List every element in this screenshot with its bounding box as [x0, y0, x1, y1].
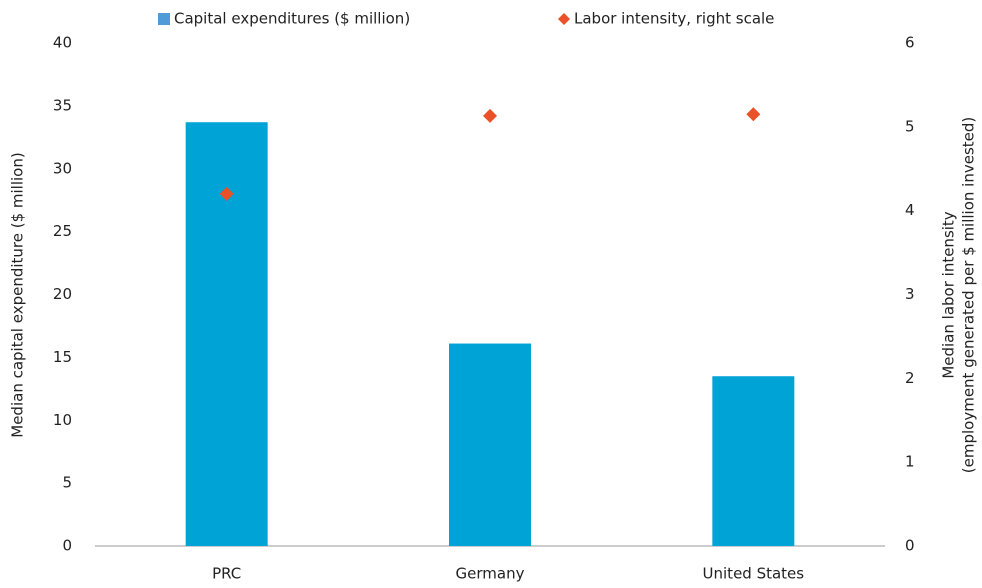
y2-tick-label: 2: [905, 369, 915, 387]
y2-tick-label: 1: [905, 453, 915, 471]
y2-tick-label: 0: [905, 537, 915, 555]
y-tick-label: 35: [53, 96, 72, 114]
y-tick-label: 30: [53, 159, 72, 177]
bar: [449, 343, 531, 546]
x-tick-label: PRC: [212, 565, 241, 583]
bar: [712, 376, 795, 546]
y-tick-label: 25: [53, 222, 72, 240]
legend-label: Capital expenditures ($ million): [174, 10, 410, 28]
y2-tick-label: 5: [905, 117, 915, 135]
x-tick-label: United States: [703, 565, 805, 583]
y-tick-label: 20: [53, 285, 72, 303]
diamond-marker: [219, 186, 234, 201]
diamond-marker: [483, 108, 497, 123]
y2-axis-title: (employment generated per $ million inve…: [960, 117, 978, 473]
bar: [185, 122, 268, 546]
y-tick-label: 5: [62, 474, 72, 492]
y-axis-title: Median capital expenditure ($ million): [9, 152, 27, 437]
legend-swatch: [158, 13, 170, 25]
y-tick-label: 0: [62, 537, 72, 555]
diamond-marker: [746, 107, 761, 122]
y2-tick-label: 6: [905, 34, 915, 52]
y2-tick-label: 3: [905, 285, 915, 303]
y2-tick-label: 4: [905, 201, 915, 219]
y2-axis-title: Median labor intensity: [940, 211, 958, 378]
x-tick-label: Germany: [456, 565, 525, 583]
y-tick-label: 10: [53, 411, 72, 429]
y-tick-label: 15: [53, 348, 72, 366]
legend-label: Labor intensity, right scale: [574, 10, 774, 28]
legend-swatch: [558, 13, 570, 25]
y-tick-label: 40: [53, 34, 72, 52]
